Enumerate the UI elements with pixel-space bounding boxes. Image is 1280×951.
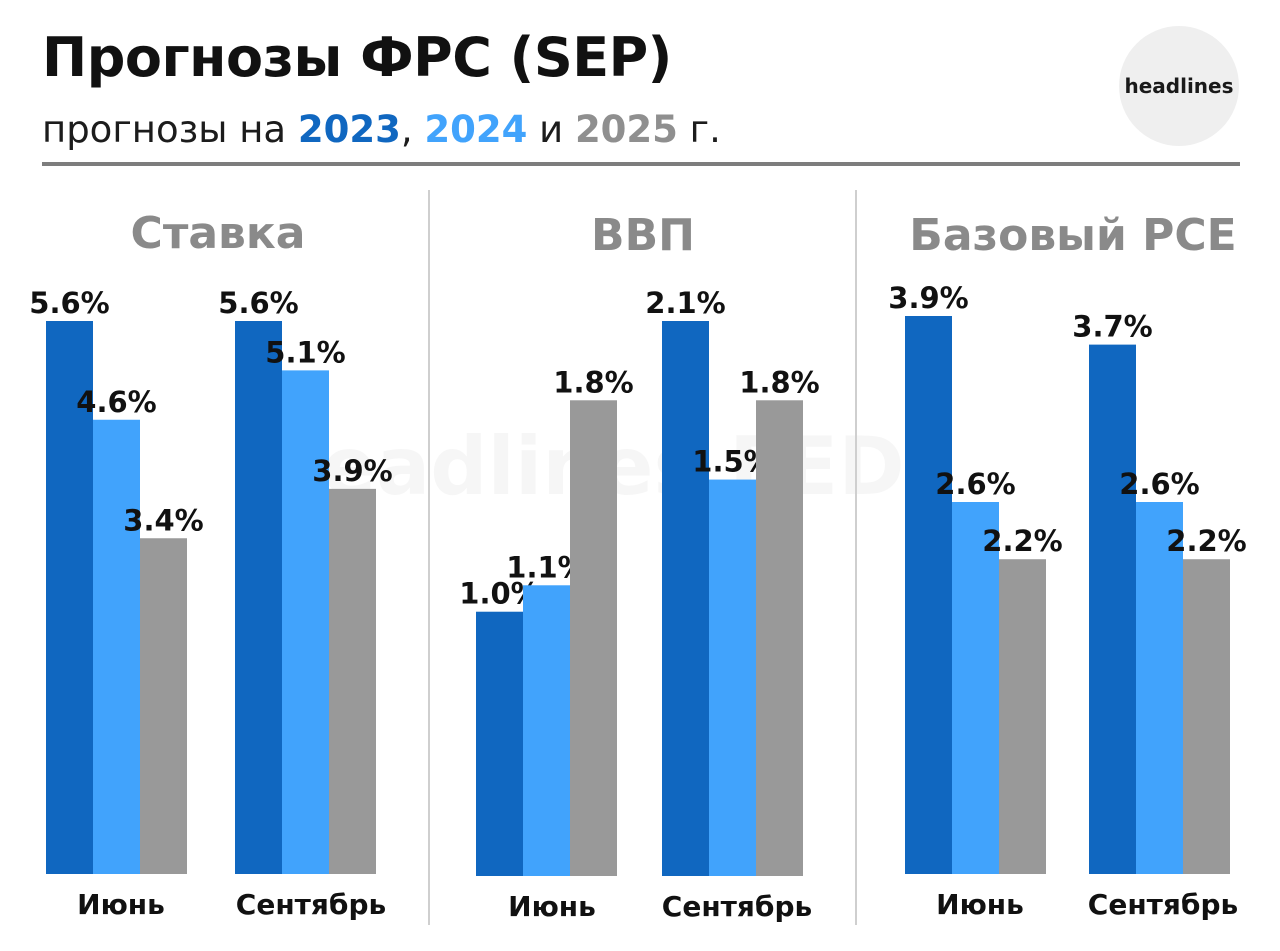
- data-label: 3.4%: [123, 503, 203, 537]
- panel-divider-1: [428, 190, 430, 925]
- chart-subtitle: прогнозы на 2023, 2024 и 2025 г.: [42, 108, 721, 151]
- bar-2023: [235, 321, 282, 874]
- year-2025-label: 2025: [574, 108, 678, 151]
- data-label: 2.6%: [935, 467, 1015, 501]
- bar-2024: [952, 502, 999, 874]
- category-label: Июнь: [508, 890, 596, 923]
- bar-2023: [905, 316, 952, 874]
- panel-title: Базовый PCE: [909, 210, 1236, 261]
- bar-2025: [756, 400, 803, 876]
- panel-title: Ставка: [131, 208, 306, 259]
- bar-2023: [46, 321, 93, 874]
- bar-2025: [329, 488, 376, 874]
- category-label: Июнь: [77, 888, 165, 921]
- data-label: 5.1%: [265, 335, 345, 369]
- category-label: Июнь: [936, 888, 1024, 921]
- year-2023-label: 2023: [297, 108, 401, 151]
- subtitle-prefix: прогнозы на: [42, 108, 298, 151]
- data-label: 3.9%: [312, 454, 392, 488]
- data-label: 5.6%: [218, 286, 298, 320]
- subtitle-separator-1: ,: [400, 108, 425, 151]
- bar-2024: [93, 419, 140, 874]
- subtitle-suffix: г.: [677, 108, 721, 151]
- category-label: Сентябрь: [1088, 888, 1238, 921]
- header-divider: [42, 162, 1240, 166]
- panel-title: ВВП: [591, 210, 695, 261]
- bar-2023: [662, 321, 709, 876]
- data-label: 1.8%: [553, 365, 633, 399]
- data-label: 3.9%: [888, 281, 968, 315]
- data-label: 2.2%: [982, 524, 1062, 558]
- data-label: 1.8%: [739, 365, 819, 399]
- data-label: 2.6%: [1119, 467, 1199, 501]
- bar-2024: [282, 370, 329, 874]
- data-label: 2.2%: [1166, 524, 1246, 558]
- chart-title: Прогнозы ФРС (SEP): [42, 26, 672, 89]
- panel-divider-2: [855, 190, 857, 925]
- bar-2023: [476, 611, 523, 876]
- data-label: 5.6%: [29, 286, 109, 320]
- subtitle-separator-2: и: [527, 108, 575, 151]
- bar-2025: [570, 400, 617, 876]
- bar-2023: [1089, 344, 1136, 875]
- category-label: Сентябрь: [662, 890, 812, 923]
- headlines-logo: headlines: [1119, 26, 1239, 146]
- data-label: 4.6%: [76, 385, 156, 419]
- year-2024-label: 2024: [424, 108, 528, 151]
- category-label: Сентябрь: [236, 888, 386, 921]
- bar-2024: [1136, 502, 1183, 874]
- bar-2024: [709, 479, 756, 876]
- data-label: 2.1%: [645, 286, 725, 320]
- data-label: 3.7%: [1072, 310, 1152, 344]
- bar-2025: [140, 538, 187, 874]
- bar-2024: [523, 585, 570, 876]
- bar-2025: [999, 559, 1046, 874]
- bar-2025: [1183, 559, 1230, 874]
